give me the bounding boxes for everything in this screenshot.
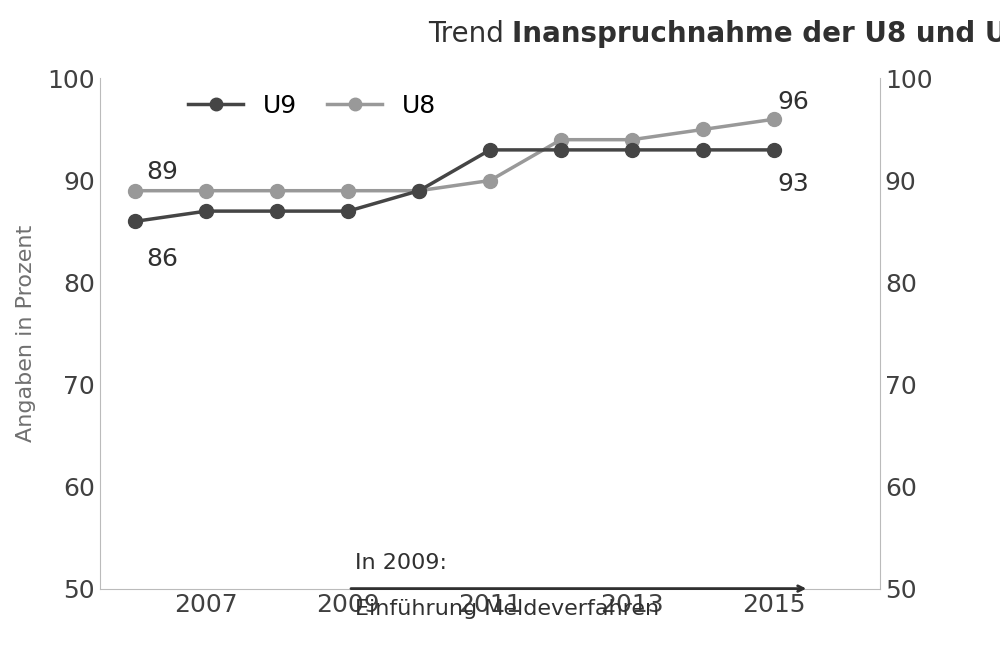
U8: [129, 187, 141, 195]
Text: Inanspruchnahme der U8 und U9: Inanspruchnahme der U8 und U9: [512, 20, 1000, 48]
U8: [555, 136, 567, 144]
U9: [555, 146, 567, 154]
U9: [271, 207, 283, 215]
Text: Einführung Meldeverfahren: Einführung Meldeverfahren: [355, 599, 659, 619]
Legend: U9, U8: U9, U8: [178, 84, 446, 128]
U9: [200, 207, 212, 215]
U9: [768, 146, 780, 154]
U9: [413, 187, 425, 195]
U8: [271, 187, 283, 195]
U8: [484, 177, 496, 184]
U8: [626, 136, 638, 144]
Y-axis label: Angaben in Prozent: Angaben in Prozent: [16, 225, 36, 442]
U9: [342, 207, 354, 215]
U8: [768, 115, 780, 123]
U8: [200, 187, 212, 195]
U9: [697, 146, 709, 154]
Line: U8: U8: [129, 112, 781, 198]
U8: [697, 126, 709, 133]
U8: [413, 187, 425, 195]
Text: Trend: Trend: [428, 20, 512, 48]
U9: [484, 146, 496, 154]
U9: [129, 217, 141, 225]
U8: [342, 187, 354, 195]
Text: 89: 89: [146, 160, 178, 184]
U9: [626, 146, 638, 154]
Line: U9: U9: [129, 143, 781, 228]
Text: 86: 86: [146, 247, 178, 271]
Text: 93: 93: [777, 173, 809, 196]
Text: 96: 96: [777, 90, 809, 114]
Text: In 2009:: In 2009:: [355, 553, 447, 574]
